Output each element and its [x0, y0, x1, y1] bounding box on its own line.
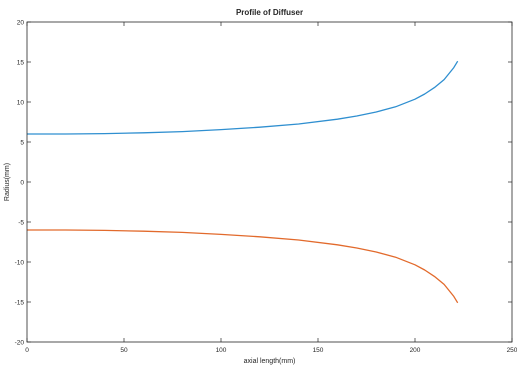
chart-title: Profile of Diffuser — [236, 8, 303, 17]
x-tick-label: 200 — [410, 347, 421, 354]
y-tick-label: 15 — [17, 59, 25, 66]
y-tick-label: -10 — [15, 259, 25, 266]
x-tick-label: 100 — [216, 347, 227, 354]
upper-wall-line — [27, 60, 459, 135]
y-tick-label: 20 — [17, 19, 25, 26]
x-tick-label: 50 — [120, 347, 128, 354]
x-tick-label: 150 — [313, 347, 324, 354]
x-tick-label: 250 — [507, 347, 517, 354]
y-tick-label: -5 — [18, 219, 24, 226]
y-tick-label: 10 — [17, 99, 25, 106]
x-axis-label: axial length(mm) — [244, 358, 296, 365]
tick-layer: 0 50 100 150 200 250 -20 -15 -10 -5 0 5 10 15 20 — [15, 19, 517, 354]
y-tick-label: 0 — [20, 179, 24, 186]
lower-wall-line — [27, 229, 459, 304]
y-tick-label: 5 — [20, 139, 24, 146]
series-layer — [27, 60, 459, 304]
y-tick-label: -20 — [15, 339, 25, 346]
x-tick-label: 0 — [25, 347, 29, 354]
y-axis-label: Radius(mm) — [4, 163, 11, 201]
y-tick-label: -15 — [15, 299, 25, 306]
plot-area — [27, 22, 512, 342]
